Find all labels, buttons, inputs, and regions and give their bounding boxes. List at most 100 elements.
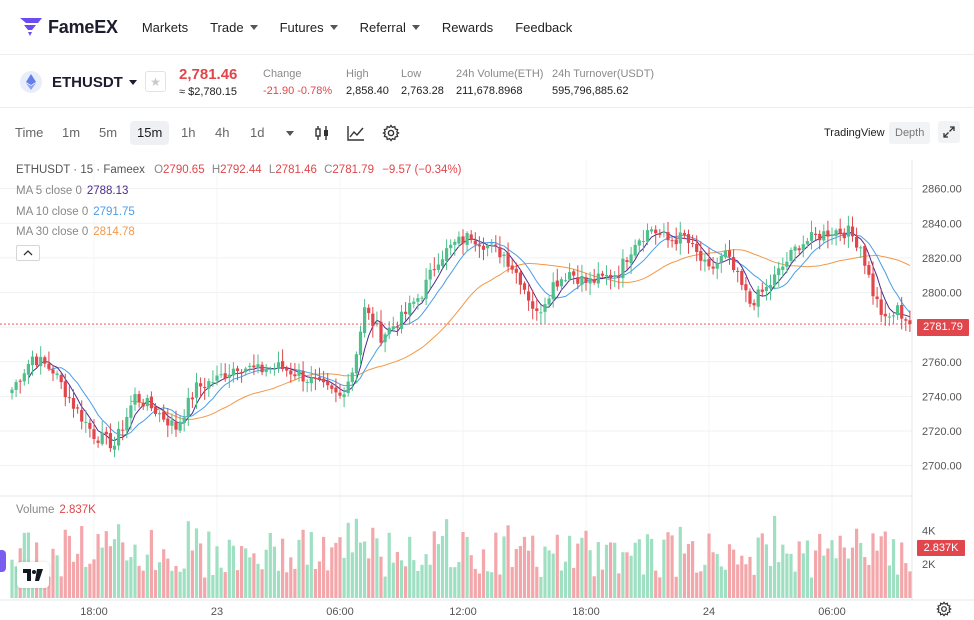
candle-body — [572, 271, 576, 276]
volume-bar — [842, 547, 846, 598]
candle-body — [490, 243, 494, 245]
timeframe-time[interactable]: Time — [15, 125, 44, 140]
volume-bar — [822, 555, 826, 598]
volume-bar — [723, 569, 727, 598]
candle-body — [330, 385, 334, 389]
candle-body — [100, 432, 104, 445]
candle-body — [92, 429, 96, 440]
volume-bar — [162, 549, 166, 598]
nav-item-feedback[interactable]: Feedback — [515, 20, 572, 35]
candle-body — [133, 394, 137, 405]
nav-item-label: Feedback — [515, 19, 573, 35]
timeframe-1m[interactable]: 1m — [62, 125, 81, 140]
candle-body — [871, 273, 875, 297]
ma10-legend: MA 10 close 0 2791.75 — [16, 206, 135, 218]
candle-body — [502, 254, 506, 257]
candle-body — [338, 392, 342, 396]
volume-bar — [231, 545, 235, 598]
candle-type-icon[interactable] — [311, 122, 333, 144]
favorite-star-icon[interactable]: ★ — [145, 71, 166, 92]
stat-turnover-label: 24h Turnover(USDT) — [552, 68, 655, 80]
fullscreen-expand-icon[interactable] — [938, 121, 960, 143]
candle-body — [568, 272, 572, 280]
volume-bar — [10, 559, 14, 598]
ma5-label: MA 5 close 0 — [16, 185, 82, 197]
volume-bar — [580, 537, 584, 598]
more-timeframes-chevron-icon[interactable] — [286, 131, 294, 136]
volume-bar — [297, 539, 301, 598]
candle-body — [424, 279, 428, 299]
tradingview-logo-icon[interactable] — [17, 562, 49, 588]
volume-bar — [121, 542, 125, 598]
nav-item-rewards[interactable]: Rewards — [442, 20, 493, 35]
volume-bar — [129, 557, 133, 598]
nav-item-label: Futures — [279, 19, 324, 35]
legend-high-label: H — [211, 164, 221, 176]
candle-body — [428, 269, 432, 280]
candle-body — [334, 387, 338, 393]
candle-body — [531, 301, 535, 309]
candle-body — [71, 397, 76, 409]
symbol-selector[interactable]: ETHUSDT — [20, 71, 137, 93]
volume-bar — [313, 568, 317, 598]
candle-body — [260, 364, 264, 373]
timeframe-1d[interactable]: 1d — [250, 125, 265, 140]
chart-toolbar: Time 1m 5m 15m 1h 4h 1d TradingView Depth — [0, 116, 974, 148]
candle-body — [481, 245, 486, 250]
stat-volume-value: 211,678.8968 — [456, 85, 523, 97]
candle-body — [658, 233, 662, 235]
candle-body — [112, 445, 117, 450]
y-tick-label: 2820.00 — [922, 253, 962, 265]
volume-bar — [592, 576, 596, 598]
volume-bar — [584, 530, 588, 598]
scale-settings-gear-icon[interactable] — [936, 601, 952, 617]
tradingview-button[interactable]: TradingView — [824, 127, 885, 139]
candle-body — [678, 232, 682, 244]
volume-bar — [805, 540, 809, 598]
candle-body — [633, 244, 637, 256]
nav-item-referral[interactable]: Referral — [360, 20, 420, 35]
timeframe-15m[interactable]: 15m — [130, 121, 170, 145]
volume-bar — [666, 532, 670, 598]
side-panel-handle[interactable] — [0, 550, 6, 572]
volume-bar — [908, 571, 912, 598]
volume-bar — [63, 529, 67, 598]
volume-bar — [137, 565, 141, 598]
stat-turnover: 24h Turnover(USDT) 595,796,885.62 — [552, 68, 654, 97]
volume-bar — [522, 536, 527, 598]
volume-value: 2.837K — [59, 504, 96, 516]
candle-body — [777, 268, 781, 276]
volume-bar — [367, 558, 371, 598]
y-tick-label: 2740.00 — [922, 391, 962, 403]
fameex-logo[interactable]: FameEX — [20, 17, 118, 38]
candle-body — [732, 257, 736, 270]
collapse-legend-chevron-up-icon[interactable] — [16, 245, 40, 261]
volume-bar — [416, 570, 420, 598]
nav-item-trade[interactable]: Trade — [210, 20, 258, 35]
volume-bar — [871, 533, 875, 598]
candle-body — [789, 250, 793, 261]
volume-bar — [670, 535, 674, 598]
volume-bar — [691, 541, 695, 598]
nav-item-futures[interactable]: Futures — [280, 20, 338, 35]
volume-bar — [559, 570, 563, 598]
candle-body — [891, 315, 896, 317]
nav-item-markets[interactable]: Markets — [142, 20, 188, 35]
legend-close: 2781.79 — [332, 164, 374, 176]
candle-body — [764, 286, 768, 291]
price-chart[interactable]: 2860.002840.002820.002800.002780.002760.… — [0, 155, 974, 620]
indicators-icon[interactable] — [345, 122, 367, 144]
timeframe-1h[interactable]: 1h — [181, 125, 196, 140]
fameex-logo-icon — [20, 18, 42, 36]
candle-body — [551, 282, 555, 300]
timeframe-5m[interactable]: 5m — [99, 125, 118, 140]
volume-bar — [153, 570, 158, 598]
timeframe-4h[interactable]: 4h — [215, 125, 230, 140]
candle-body — [363, 307, 367, 334]
depth-button[interactable]: Depth — [889, 122, 931, 144]
volume-bar — [71, 561, 76, 598]
volume-bar — [498, 574, 502, 598]
chart-settings-gear-icon[interactable] — [380, 122, 402, 144]
volume-bar — [682, 553, 686, 598]
volume-bar — [662, 539, 666, 598]
